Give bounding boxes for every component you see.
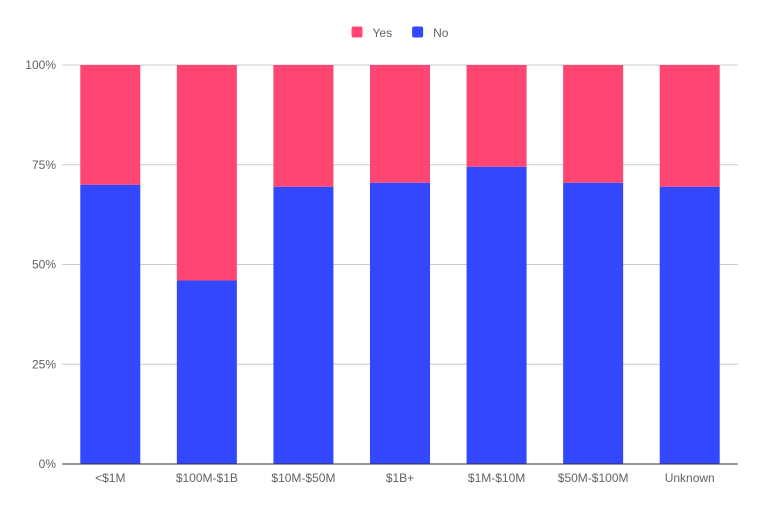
bar-yes-1m[interactable]: [80, 65, 141, 185]
bar-no-1m[interactable]: [80, 184, 141, 464]
bar-yes-unknown[interactable]: [659, 65, 720, 187]
y-tick-label-25: 25%: [32, 357, 56, 371]
bars: [80, 65, 720, 464]
legend-label-no: No: [433, 26, 449, 40]
x-tick-label-100m-1b: $100M-$1B: [176, 471, 238, 485]
bar-yes-100m-1b[interactable]: [176, 65, 237, 281]
x-tick-label-1m-10m: $1M-$10M: [468, 471, 525, 485]
bar-no-50m-100m[interactable]: [563, 182, 624, 464]
bar-yes-10m-50m[interactable]: [273, 65, 334, 187]
x-tick-label-1m: <$1M: [95, 471, 125, 485]
bar-yes-50m-100m[interactable]: [563, 65, 624, 183]
legend: Yes No: [351, 26, 449, 40]
y-tick-label-75: 75%: [32, 158, 56, 172]
legend-swatch-no: [412, 26, 424, 38]
x-tick-label-10m-50m: $10M-$50M: [271, 471, 335, 485]
y-tick-label-100: 100%: [25, 58, 56, 72]
legend-item-no[interactable]: No: [412, 26, 449, 40]
legend-item-yes[interactable]: Yes: [351, 26, 393, 40]
legend-swatch-yes: [351, 26, 363, 38]
x-tick-label-1b: $1B+: [386, 471, 414, 485]
legend-label-yes: Yes: [373, 26, 393, 40]
x-axis-labels: <$1M $100M-$1B $10M-$50M $1B+ $1M-$10M $50M-$…: [95, 471, 715, 485]
bar-no-10m-50m[interactable]: [273, 186, 334, 464]
bar-no-1b[interactable]: [370, 182, 430, 464]
bar-yes-1b[interactable]: [370, 65, 430, 183]
y-tick-label-50: 50%: [32, 258, 56, 272]
y-tick-label-0: 0%: [39, 457, 57, 471]
bar-yes-1m-10m[interactable]: [466, 65, 527, 167]
x-tick-label-unknown: Unknown: [665, 471, 715, 485]
bar-no-100m-1b[interactable]: [176, 280, 237, 464]
x-tick-label-50m-100m: $50M-$100M: [558, 471, 629, 485]
y-axis-labels: 0% 25% 50% 75% 100%: [25, 58, 56, 471]
bar-no-unknown[interactable]: [659, 186, 720, 464]
bar-no-1m-10m[interactable]: [466, 166, 527, 464]
